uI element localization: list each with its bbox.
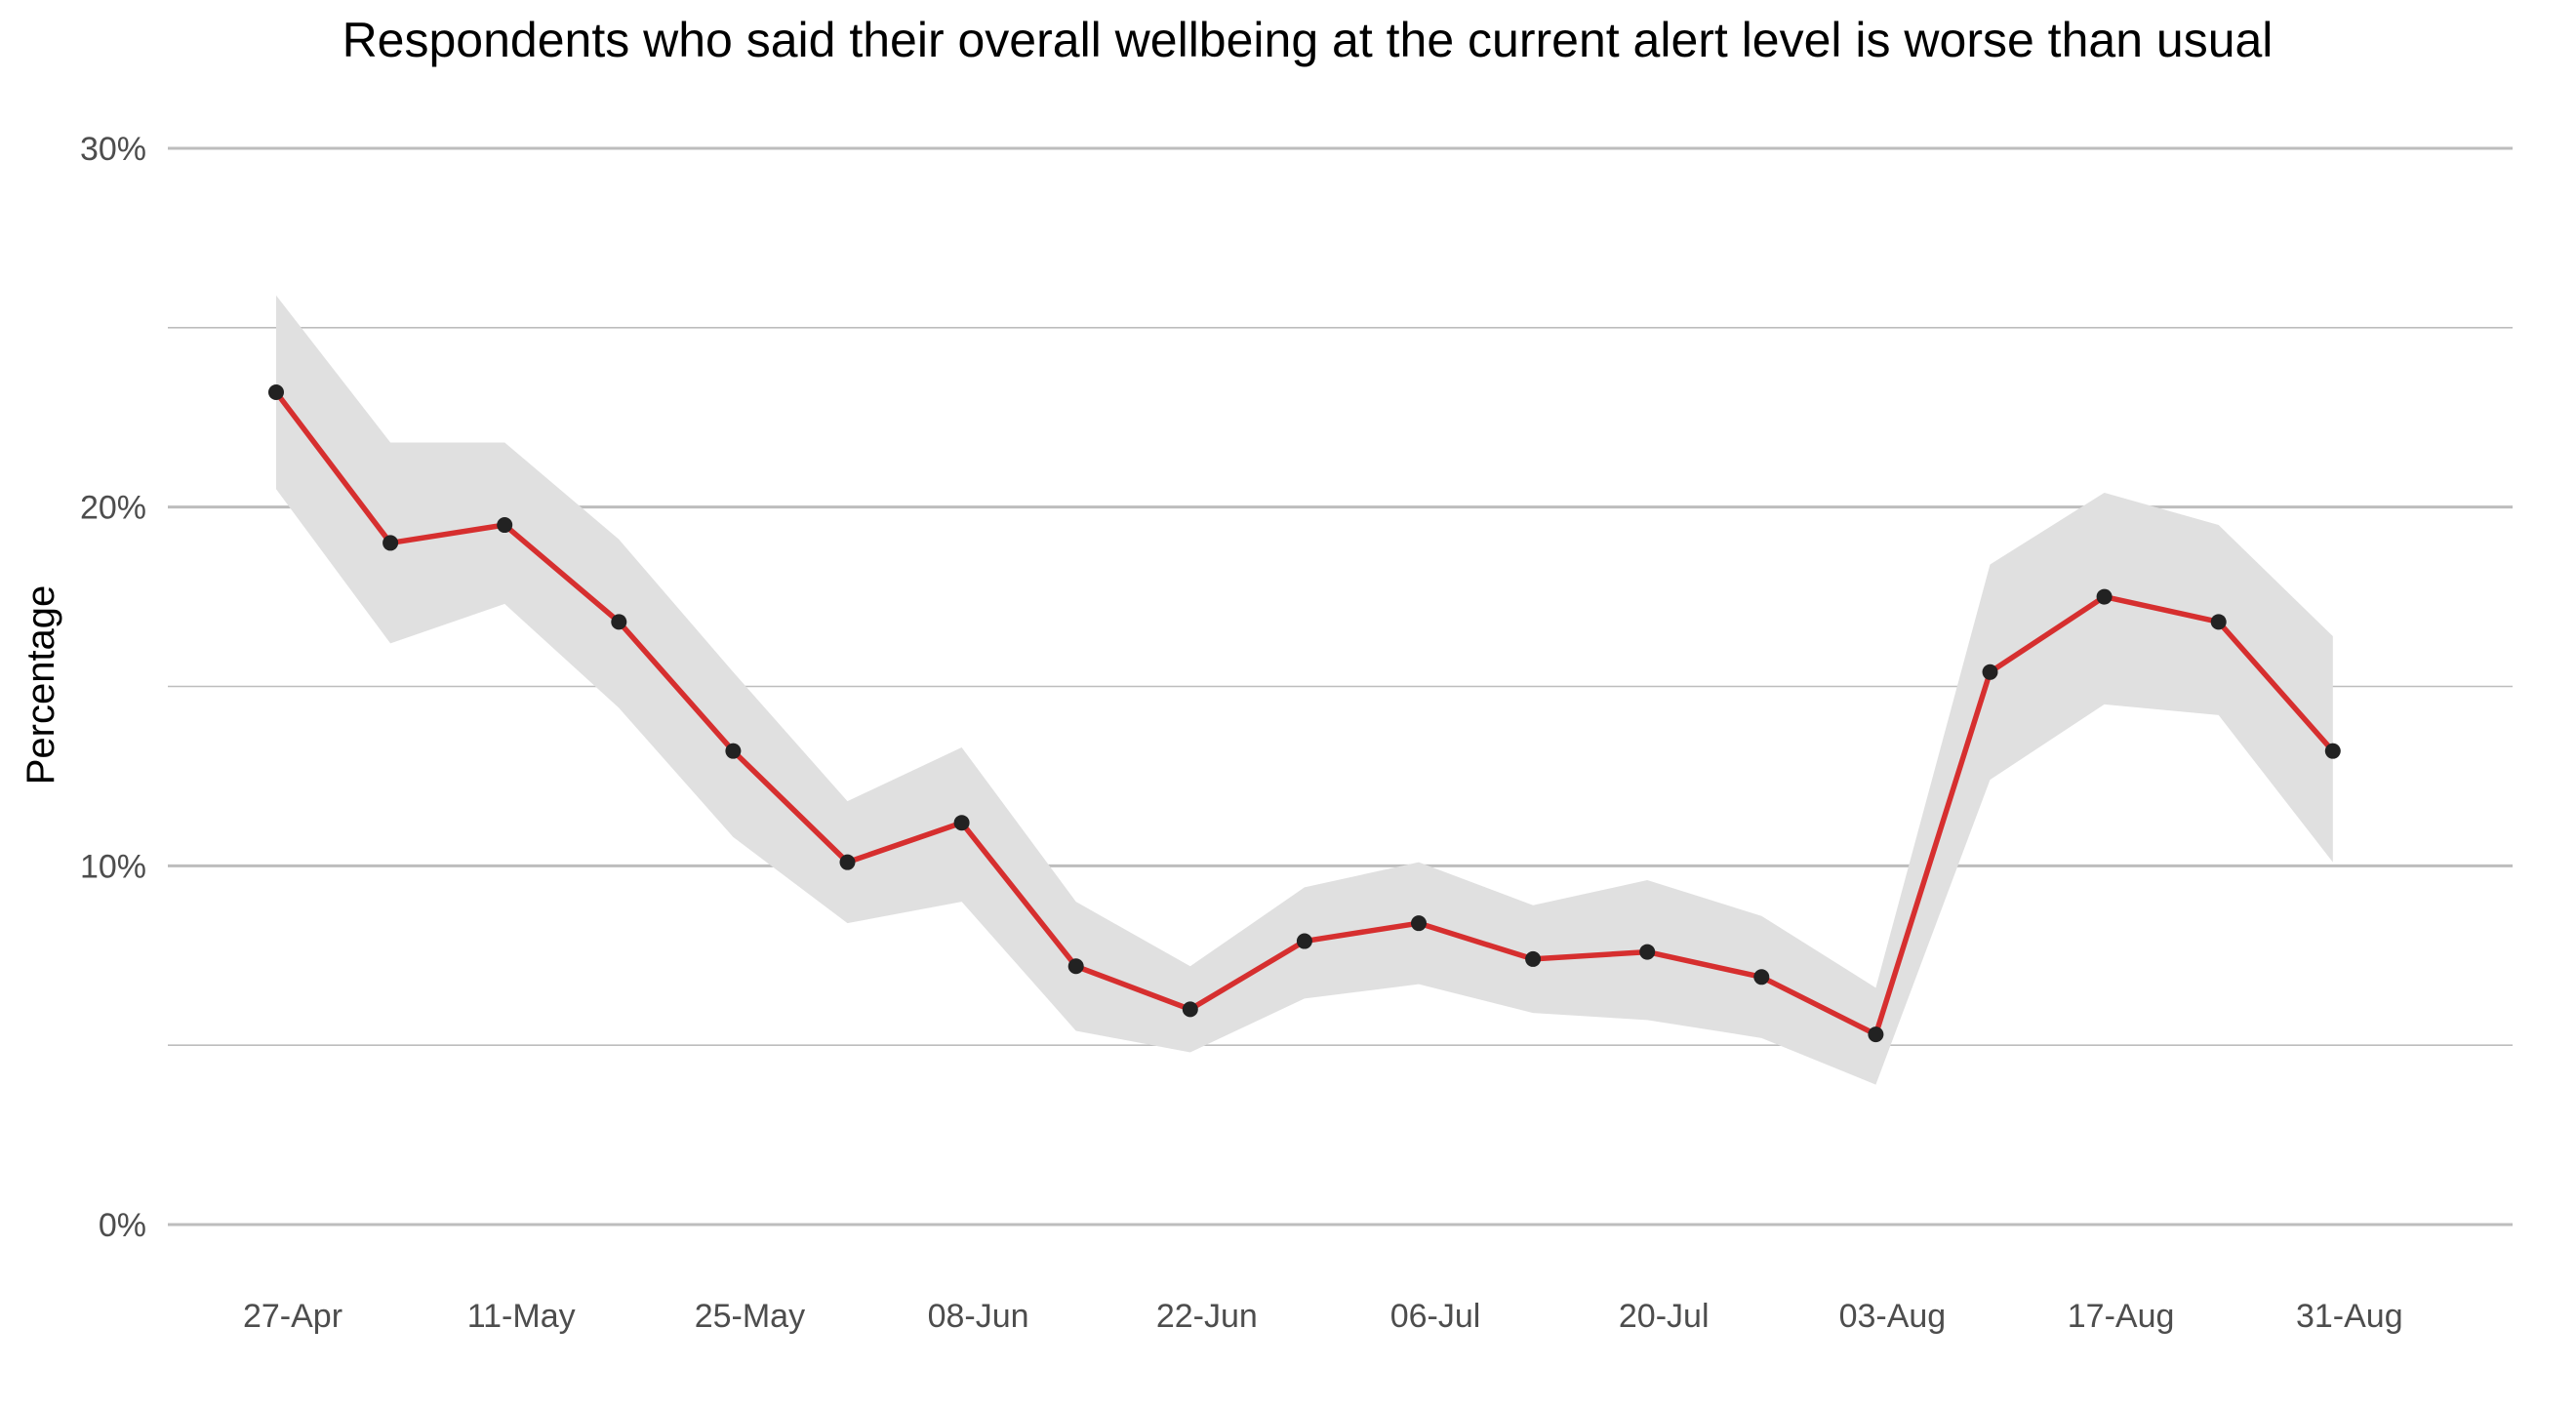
x-tick-label: 03-Aug xyxy=(1839,1298,1947,1335)
x-tick-label: 08-Jun xyxy=(928,1298,1029,1335)
data-point xyxy=(725,743,742,759)
data-points xyxy=(268,384,2341,1043)
data-point xyxy=(839,854,856,870)
data-point xyxy=(1982,664,1998,680)
data-point xyxy=(2210,614,2227,630)
chart-title: Respondents who said their overall wellb… xyxy=(342,13,2274,67)
y-axis-title: Percentage xyxy=(20,585,62,785)
x-tick-label: 31-Aug xyxy=(2296,1298,2403,1335)
data-point xyxy=(1753,969,1770,986)
x-tick-label: 27-Apr xyxy=(243,1298,342,1335)
x-tick-label: 06-Jul xyxy=(1390,1298,1481,1335)
data-point xyxy=(2096,588,2113,605)
data-point xyxy=(953,815,970,831)
data-point xyxy=(497,517,513,534)
data-point xyxy=(268,384,284,401)
x-tick-label: 22-Jun xyxy=(1156,1298,1258,1335)
data-point xyxy=(382,535,399,551)
data-point xyxy=(1296,933,1312,949)
data-point xyxy=(1411,915,1427,932)
data-point xyxy=(2324,743,2341,759)
y-axis-tick-labels: 0% 10% 20% 30% xyxy=(80,131,146,1244)
x-tick-label: 20-Jul xyxy=(1619,1298,1710,1335)
x-tick-label: 25-May xyxy=(695,1298,805,1335)
data-point xyxy=(1868,1026,1884,1043)
y-tick-label: 30% xyxy=(80,131,146,168)
y-tick-label: 20% xyxy=(80,490,146,527)
confidence-band xyxy=(276,295,2333,1085)
data-point xyxy=(1639,944,1656,960)
data-point xyxy=(1182,1001,1198,1018)
data-point xyxy=(1525,950,1542,967)
x-axis-tick-labels: 27-Apr 11-May 25-May 08-Jun 22-Jun 06-Jul 20-J… xyxy=(243,1298,2403,1335)
x-tick-label: 17-Aug xyxy=(2068,1298,2175,1335)
data-point xyxy=(611,614,627,630)
confidence-band-layer xyxy=(276,295,2333,1085)
data-point xyxy=(1067,958,1084,975)
x-tick-label: 11-May xyxy=(467,1298,576,1335)
y-tick-label: 10% xyxy=(80,848,146,885)
y-tick-label: 0% xyxy=(99,1207,146,1244)
